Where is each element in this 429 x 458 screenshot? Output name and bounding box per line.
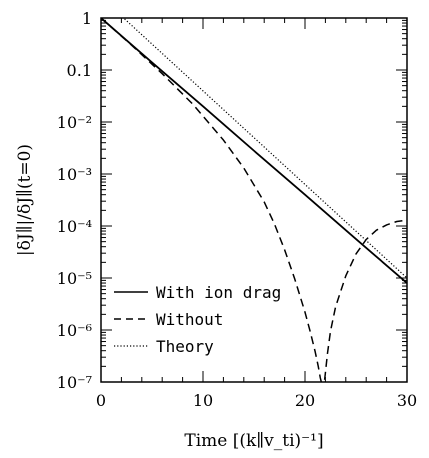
x-tick-label: 20	[295, 391, 315, 410]
series-line-without	[101, 18, 407, 382]
legend-label-without: Without	[156, 310, 223, 329]
y-tick-label: 1	[82, 9, 92, 28]
y-tick-label: 10⁻⁵	[57, 269, 92, 288]
x-tick-label: 30	[397, 391, 417, 410]
series-layer	[101, 18, 407, 382]
y-tick-label: 10⁻⁶	[57, 321, 92, 340]
x-tick-label: 0	[96, 391, 106, 410]
plot-frame	[100, 17, 408, 383]
y-tick-label: 10⁻⁴	[57, 217, 92, 236]
y-tick-label: 10⁻⁷	[57, 373, 92, 392]
x-tick-label: 10	[193, 391, 213, 410]
x-axis-ticks: 0 10 20 30	[96, 18, 417, 410]
legend: With ion drag Without Theory	[114, 283, 281, 356]
y-tick-label: 10⁻³	[57, 165, 92, 184]
y-axis-ticks: 10⁻⁷ 10⁻⁶ 10⁻⁵ 10⁻⁴ 10⁻³ 10⁻² 0.1 1	[57, 9, 407, 392]
y-tick-label: 10⁻²	[57, 113, 92, 132]
series-line-theory	[122, 18, 407, 279]
series-line-with-ion-drag	[101, 18, 407, 284]
legend-label-theory: Theory	[156, 337, 214, 356]
y-axis-label: |δJ∥|/δJ∥(t=0)	[15, 144, 35, 256]
y-tick-label: 0.1	[67, 61, 92, 80]
legend-label-with-ion-drag: With ion drag	[156, 283, 281, 302]
x-axis-label: Time [(k∥v_ti)⁻¹]	[184, 431, 323, 451]
